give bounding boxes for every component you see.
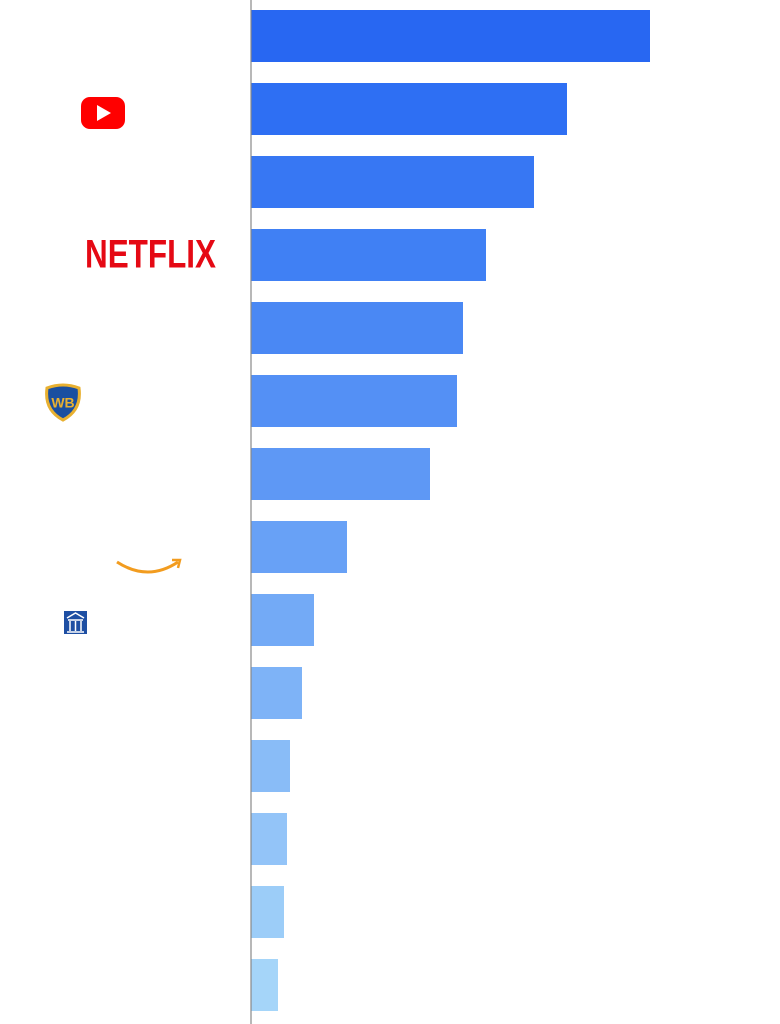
- bar: [251, 83, 567, 135]
- svg-text:WB: WB: [51, 395, 74, 411]
- category-label: NETFLIX: [85, 233, 216, 277]
- bar: [251, 594, 314, 646]
- bar: [251, 667, 302, 719]
- bar: [251, 156, 534, 208]
- wb-logo: WB: [45, 383, 81, 422]
- bar: [251, 375, 457, 427]
- bar: [251, 521, 347, 573]
- bar: [251, 302, 463, 354]
- bar: [251, 448, 430, 500]
- youtube-logo: [81, 97, 125, 129]
- bar: [251, 813, 287, 865]
- bar: [251, 886, 284, 938]
- bar: [251, 10, 650, 62]
- amazon-arrow: [172, 558, 182, 569]
- building-logo: [64, 611, 87, 634]
- bar: [251, 229, 486, 281]
- amazon-smile: [116, 560, 179, 574]
- bar: [251, 959, 278, 1011]
- bar: [251, 740, 290, 792]
